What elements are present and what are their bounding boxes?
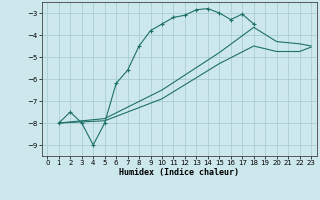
X-axis label: Humidex (Indice chaleur): Humidex (Indice chaleur) xyxy=(119,168,239,177)
